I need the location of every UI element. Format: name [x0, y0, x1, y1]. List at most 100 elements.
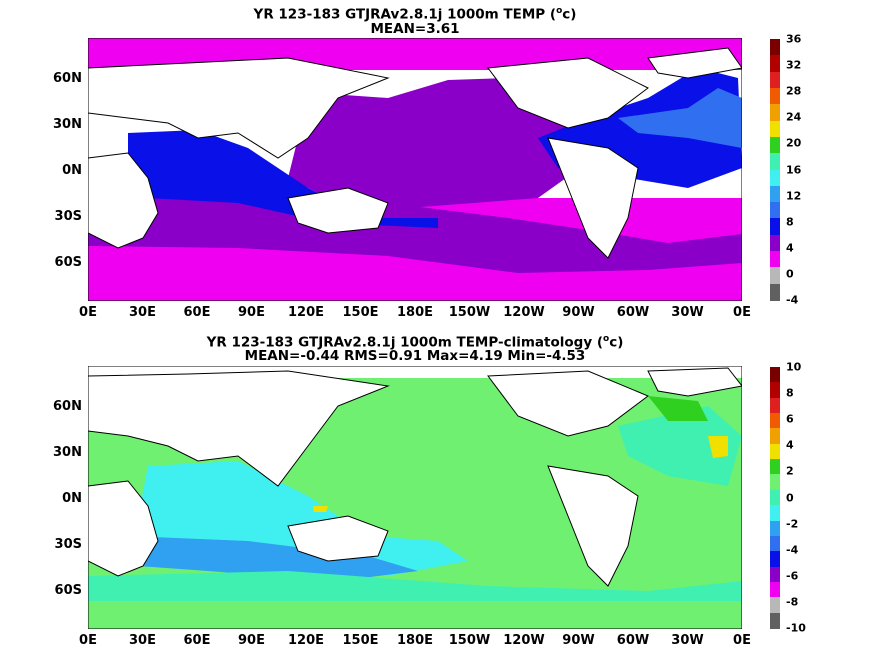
colorbar-swatch	[770, 120, 780, 138]
colorbar-swatch	[770, 597, 780, 614]
x-tick-label: 0E	[79, 633, 97, 648]
panel1-indian-blue	[128, 130, 438, 228]
colorbar-swatch	[770, 459, 780, 476]
panel2-atlantic-aqua	[618, 406, 742, 486]
panel1-ytick: 30N	[53, 117, 82, 132]
panel1-atlantic-lightblue	[618, 88, 742, 148]
panel2-ytick: 0N	[62, 491, 82, 506]
colorbar-swatch	[770, 218, 780, 236]
colorbar-swatch	[770, 251, 780, 269]
x-tick-label: 0E	[79, 305, 97, 320]
x-tick-label: 90W	[562, 633, 595, 648]
panel2-southern-blue	[128, 536, 418, 581]
panel2-title-unit: c)	[609, 334, 624, 351]
panel2-map	[88, 366, 742, 629]
colorbar-swatch	[770, 104, 780, 122]
colorbar-swatch	[770, 87, 780, 105]
panel1-title-unit: c)	[562, 6, 577, 23]
panel2-ytick: 30S	[54, 537, 82, 552]
colorbar-swatch	[770, 153, 780, 171]
colorbar-label: -4	[786, 543, 799, 557]
x-tick-label: 30W	[671, 305, 704, 320]
x-tick-label: 120E	[287, 305, 325, 320]
colorbar-swatch	[770, 443, 780, 460]
colorbar-label: 0	[786, 267, 794, 281]
colorbar-swatch	[770, 39, 780, 56]
colorbar-swatch	[770, 535, 780, 552]
colorbar-swatch	[770, 234, 780, 252]
x-tick-label: 120W	[503, 305, 545, 320]
colorbar-swatch	[770, 551, 780, 568]
panel1-ytick: 30S	[54, 209, 82, 224]
panel1-land	[88, 47, 742, 259]
colorbar-label: -2	[786, 517, 799, 531]
colorbar-swatch	[770, 505, 780, 522]
colorbar-swatch	[770, 382, 780, 399]
panel1-title: YR 123-183 GTJRAv2.8.1j 1000m TEMP (oc)	[88, 3, 742, 23]
x-tick-label: 60E	[183, 305, 211, 320]
colorbar-swatch	[770, 474, 780, 491]
panel2-map-svg	[88, 366, 742, 629]
x-tick-label: 60W	[616, 633, 650, 648]
colorbar-label: 0	[786, 491, 794, 504]
x-tick-label: 120W	[503, 633, 545, 648]
colorbar-label: -6	[786, 569, 799, 583]
x-tick-label: 0E	[733, 633, 751, 648]
panel1-subtitle: MEAN=3.61	[370, 21, 460, 37]
colorbar-swatch	[770, 185, 780, 203]
colorbar-label: -4	[786, 293, 799, 307]
colorbar-swatch	[770, 55, 780, 73]
colorbar-label: 2	[786, 464, 794, 478]
x-tick-label: 60W	[616, 305, 650, 320]
colorbar-swatch	[770, 267, 780, 285]
panel1-ytick: 60N	[53, 71, 82, 86]
panel2-ytick: 30N	[53, 445, 82, 460]
colorbar-swatch	[770, 413, 780, 430]
x-tick-label: 90W	[562, 305, 595, 320]
x-tick-label: 90E	[238, 633, 265, 648]
x-tick-label: 30W	[671, 633, 704, 648]
panel2-land	[88, 367, 742, 587]
x-tick-label: 150W	[448, 305, 491, 320]
colorbar-swatch	[770, 71, 780, 89]
colorbar-label: 32	[786, 58, 802, 72]
colorbar-swatch	[770, 520, 780, 537]
colorbar-label: 10	[786, 360, 802, 374]
colorbar-label: 16	[786, 163, 802, 176]
colorbar-swatch	[770, 489, 780, 506]
colorbar-label: 6	[786, 412, 794, 426]
x-tick-label: 150W	[448, 633, 491, 648]
colorbar-label: -8	[786, 595, 799, 609]
colorbar-swatch	[770, 169, 780, 187]
x-tick-label: 180E	[396, 305, 434, 320]
colorbar-label: 8	[786, 215, 794, 229]
panel2-title-sup: o	[603, 334, 610, 344]
colorbar-label: 4	[786, 438, 794, 452]
panel1-ytick: 60S	[54, 255, 82, 270]
colorbar-swatch	[770, 283, 780, 301]
panel2-ytick: 60S	[54, 583, 82, 598]
panel1-title-line1: YR 123-183 GTJRAv2.8.1j 1000m TEMP (	[253, 6, 557, 23]
colorbar-swatch	[770, 428, 780, 445]
colorbar-swatch	[770, 566, 780, 583]
colorbar-swatch	[770, 581, 780, 598]
x-tick-label: 30E	[129, 633, 156, 648]
x-tick-label: 0E	[733, 305, 751, 320]
panel2-yellow-patch	[708, 436, 728, 458]
x-tick-label: 150E	[342, 633, 379, 648]
colorbar-label: 20	[786, 136, 802, 150]
colorbar-label: 24	[786, 110, 802, 124]
panel2-ytick: 60N	[53, 399, 82, 414]
x-tick-label: 30E	[129, 305, 156, 320]
colorbar-swatch	[770, 136, 780, 154]
colorbar-label: 4	[786, 241, 794, 255]
x-tick-label: 180E	[396, 633, 434, 648]
panel2-yellow-patch	[313, 506, 328, 512]
colorbar-swatch	[770, 202, 780, 220]
panel1-ytick: 0N	[62, 163, 82, 178]
panel2-green-patch	[648, 396, 708, 421]
colorbar-swatch	[770, 612, 780, 629]
panel2-title-line1: YR 123-183 GTJRAv2.8.1j 1000m TEMP-clima…	[206, 334, 604, 351]
colorbar-label: -10	[786, 621, 806, 635]
x-tick-label: 60E	[183, 633, 211, 648]
